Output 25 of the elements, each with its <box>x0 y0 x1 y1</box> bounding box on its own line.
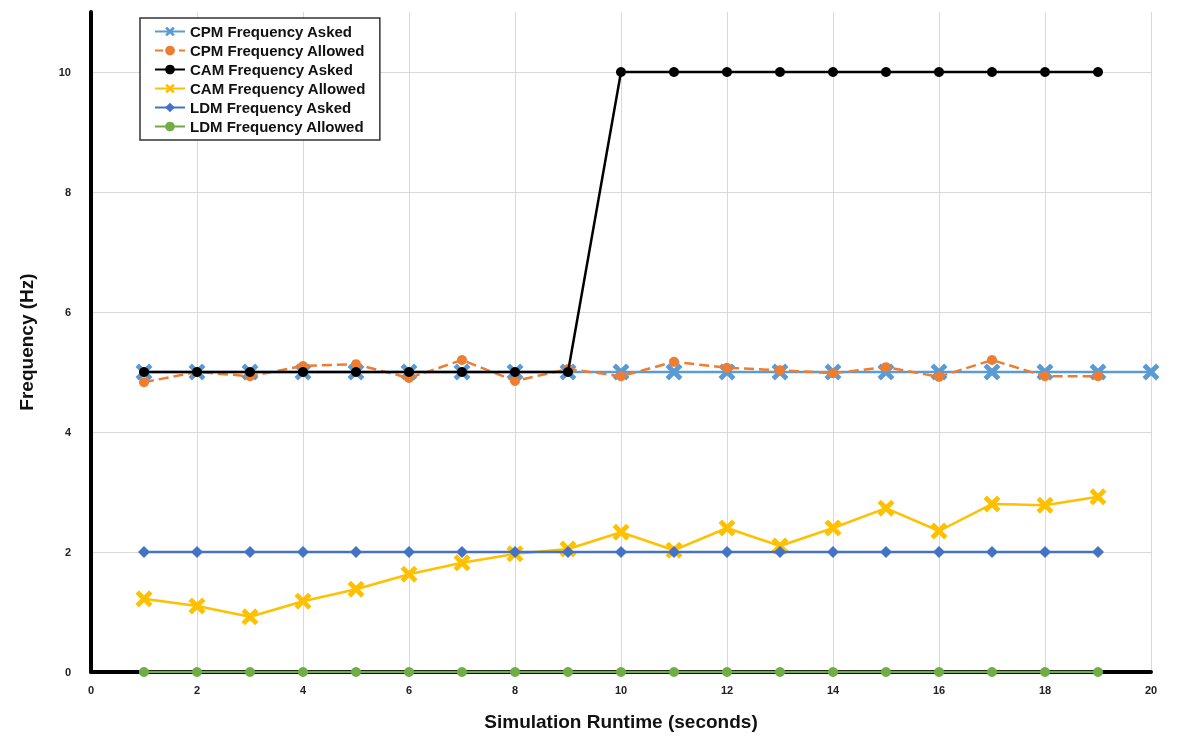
x-tick-label: 0 <box>87 683 95 696</box>
x-tick-label: 18 <box>1038 683 1052 696</box>
x-tick-label: 12 <box>720 683 734 696</box>
x-axis-title: Simulation Runtime (seconds) <box>484 711 758 732</box>
legend-label: LDM Frequency Asked <box>190 99 352 116</box>
x-tick-label: 20 <box>1144 683 1158 696</box>
y-tick-label: 4 <box>64 426 72 438</box>
x-tick-label: 16 <box>932 683 946 696</box>
legend-label: CPM Frequency Allowed <box>190 42 365 59</box>
legend-label: CAM Frequency Allowed <box>190 80 366 97</box>
legend-label: LDM Frequency Allowed <box>190 118 364 135</box>
y-tick-label: 10 <box>58 66 71 78</box>
x-tick-label: 10 <box>614 683 628 696</box>
x-tick-label: 4 <box>299 683 307 696</box>
y-tick-label: 0 <box>64 666 71 678</box>
y-tick-label: 2 <box>64 546 71 558</box>
legend-label: CPM Frequency Asked <box>190 23 352 40</box>
y-tick-label: 6 <box>64 306 71 318</box>
x-tick-label: 6 <box>405 683 413 696</box>
y-axis-title: Frequency (Hz) <box>16 273 37 411</box>
y-tick-label: 8 <box>64 186 71 198</box>
x-tick-label: 14 <box>826 683 840 696</box>
x-tick-label: 8 <box>511 683 519 696</box>
x-tick-label: 2 <box>193 683 201 696</box>
legend-label: CAM Frequency Asked <box>190 61 353 78</box>
